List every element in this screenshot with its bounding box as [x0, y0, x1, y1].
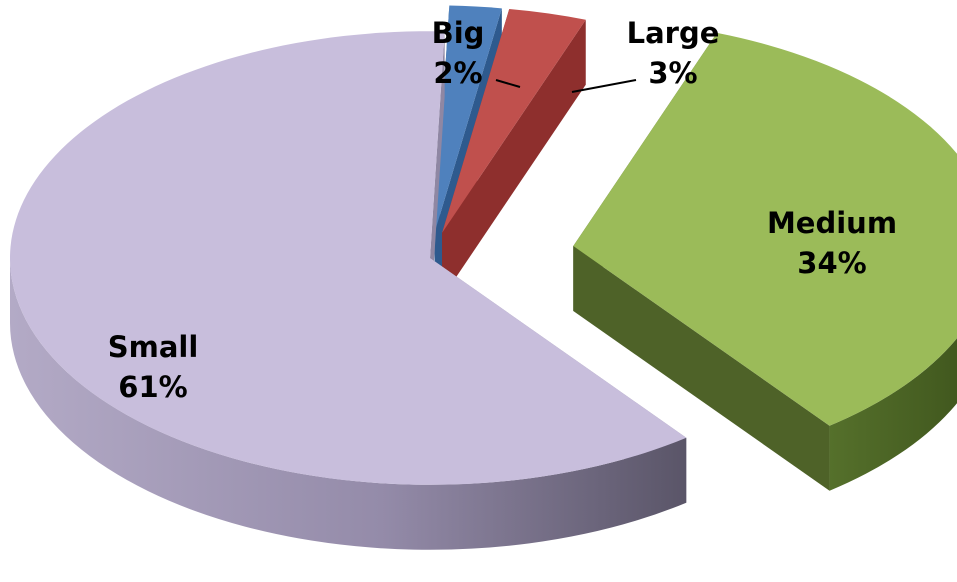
- slice-label-percent-big: 2%: [433, 56, 482, 90]
- slice-label-percent-large: 3%: [648, 56, 697, 90]
- slice-label-name-small: Small: [108, 330, 199, 364]
- slice-wall-end-large: [442, 19, 586, 298]
- slice-side-medium: [829, 338, 957, 491]
- slice-label-percent-small: 61%: [118, 370, 187, 404]
- slice-label-name-medium: Medium: [767, 206, 897, 240]
- leader-line-large: [571, 79, 637, 93]
- leader-line-big: [495, 79, 521, 88]
- slice-wall-end-medium: [573, 246, 830, 491]
- slices-layer: [10, 5, 957, 550]
- pie-slice-medium: [573, 32, 957, 491]
- slice-top-large: [442, 9, 586, 233]
- slice-top-small: [10, 31, 687, 485]
- leader-lines-layer: [495, 79, 637, 93]
- slice-top-medium: [573, 32, 957, 426]
- slice-label-name-large: Large: [627, 16, 720, 50]
- slice-top-big: [434, 5, 502, 233]
- slice-side-small: [10, 258, 687, 550]
- pie-slice-large: [442, 9, 586, 298]
- slice-label-percent-medium: 34%: [797, 246, 866, 280]
- slice-wall-end-small: [430, 31, 445, 323]
- pie-slice-small: [10, 31, 687, 550]
- slice-label-name-big: Big: [432, 16, 485, 50]
- labels-layer: Big 2% Large 3% Medium 34% Small 61%: [108, 16, 897, 404]
